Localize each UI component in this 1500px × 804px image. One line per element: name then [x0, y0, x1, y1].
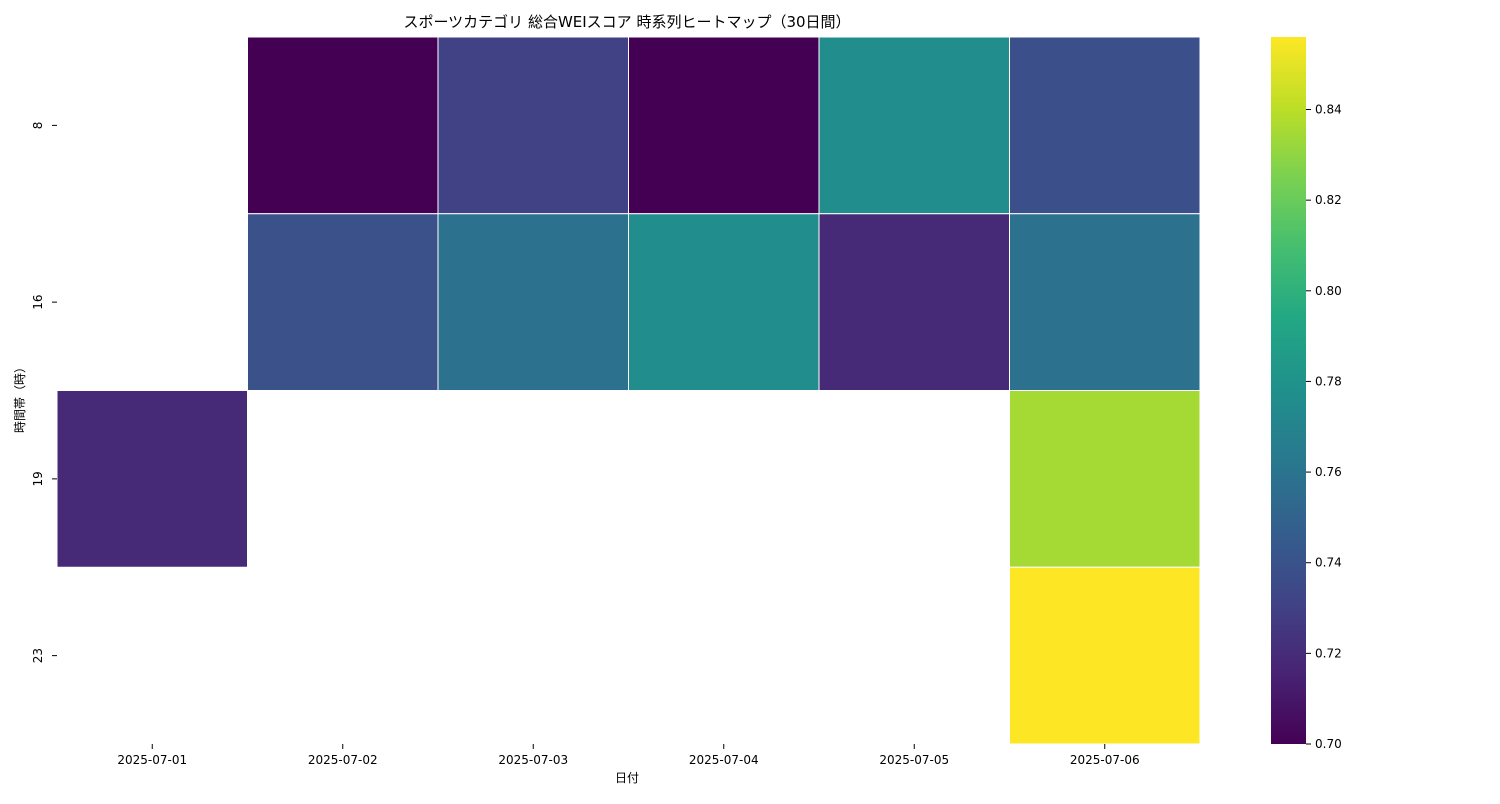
y-axis-label: 時間帯（時）	[13, 361, 27, 433]
y-axis-ticks: 8 16 19 23	[31, 122, 57, 663]
heatmap-cell	[628, 213, 820, 391]
x-tick-label: 2025-07-02	[308, 753, 378, 767]
colorbar	[1271, 37, 1306, 744]
chart-title: スポーツカテゴリ 総合WEIスコア 時系列ヒートマップ（30日間）	[403, 13, 850, 31]
colorbar-tick-label: 0.84	[1315, 103, 1342, 117]
x-tick-label: 2025-07-01	[117, 753, 187, 767]
colorbar-tick-label: 0.78	[1315, 374, 1342, 388]
heatmap-cell	[628, 36, 820, 215]
y-tick-label: 16	[31, 294, 45, 309]
heatmap-cell	[1009, 213, 1201, 391]
x-tick-label: 2025-07-05	[879, 753, 949, 767]
y-tick-label: 8	[31, 122, 45, 130]
y-tick-label: 23	[31, 648, 45, 663]
heatmap-cell	[247, 213, 439, 391]
x-tick-label: 2025-07-03	[498, 753, 568, 767]
colorbar-tick-label: 0.80	[1315, 284, 1342, 298]
heatmap-cell	[818, 36, 1010, 215]
x-axis-label: 日付	[615, 771, 639, 785]
heatmap-cell	[437, 36, 629, 215]
heatmap-cell	[437, 213, 629, 391]
y-tick-label: 19	[31, 471, 45, 486]
colorbar-ticks: 0.70 0.72 0.74 0.76 0.78 0.80 0.82 0.84	[1306, 103, 1342, 751]
heatmap-cell	[56, 390, 248, 568]
colorbar-tick-label: 0.74	[1315, 556, 1342, 570]
colorbar-tick-label: 0.82	[1315, 193, 1342, 207]
heatmap-cell	[1009, 36, 1201, 215]
colorbar-tick-label: 0.72	[1315, 646, 1342, 660]
colorbar-tick-label: 0.70	[1315, 737, 1342, 751]
heatmap-cell	[1009, 390, 1201, 568]
heatmap-cell	[1009, 566, 1201, 745]
heatmap-cell	[818, 213, 1010, 391]
x-tick-label: 2025-07-06	[1070, 753, 1140, 767]
heatmap-cells	[56, 36, 1201, 745]
heatmap-cell	[247, 36, 439, 215]
x-axis-ticks: 2025-07-01 2025-07-02 2025-07-03 2025-07-04…	[117, 744, 1140, 767]
colorbar-tick-label: 0.76	[1315, 465, 1342, 479]
x-tick-label: 2025-07-04	[689, 753, 759, 767]
